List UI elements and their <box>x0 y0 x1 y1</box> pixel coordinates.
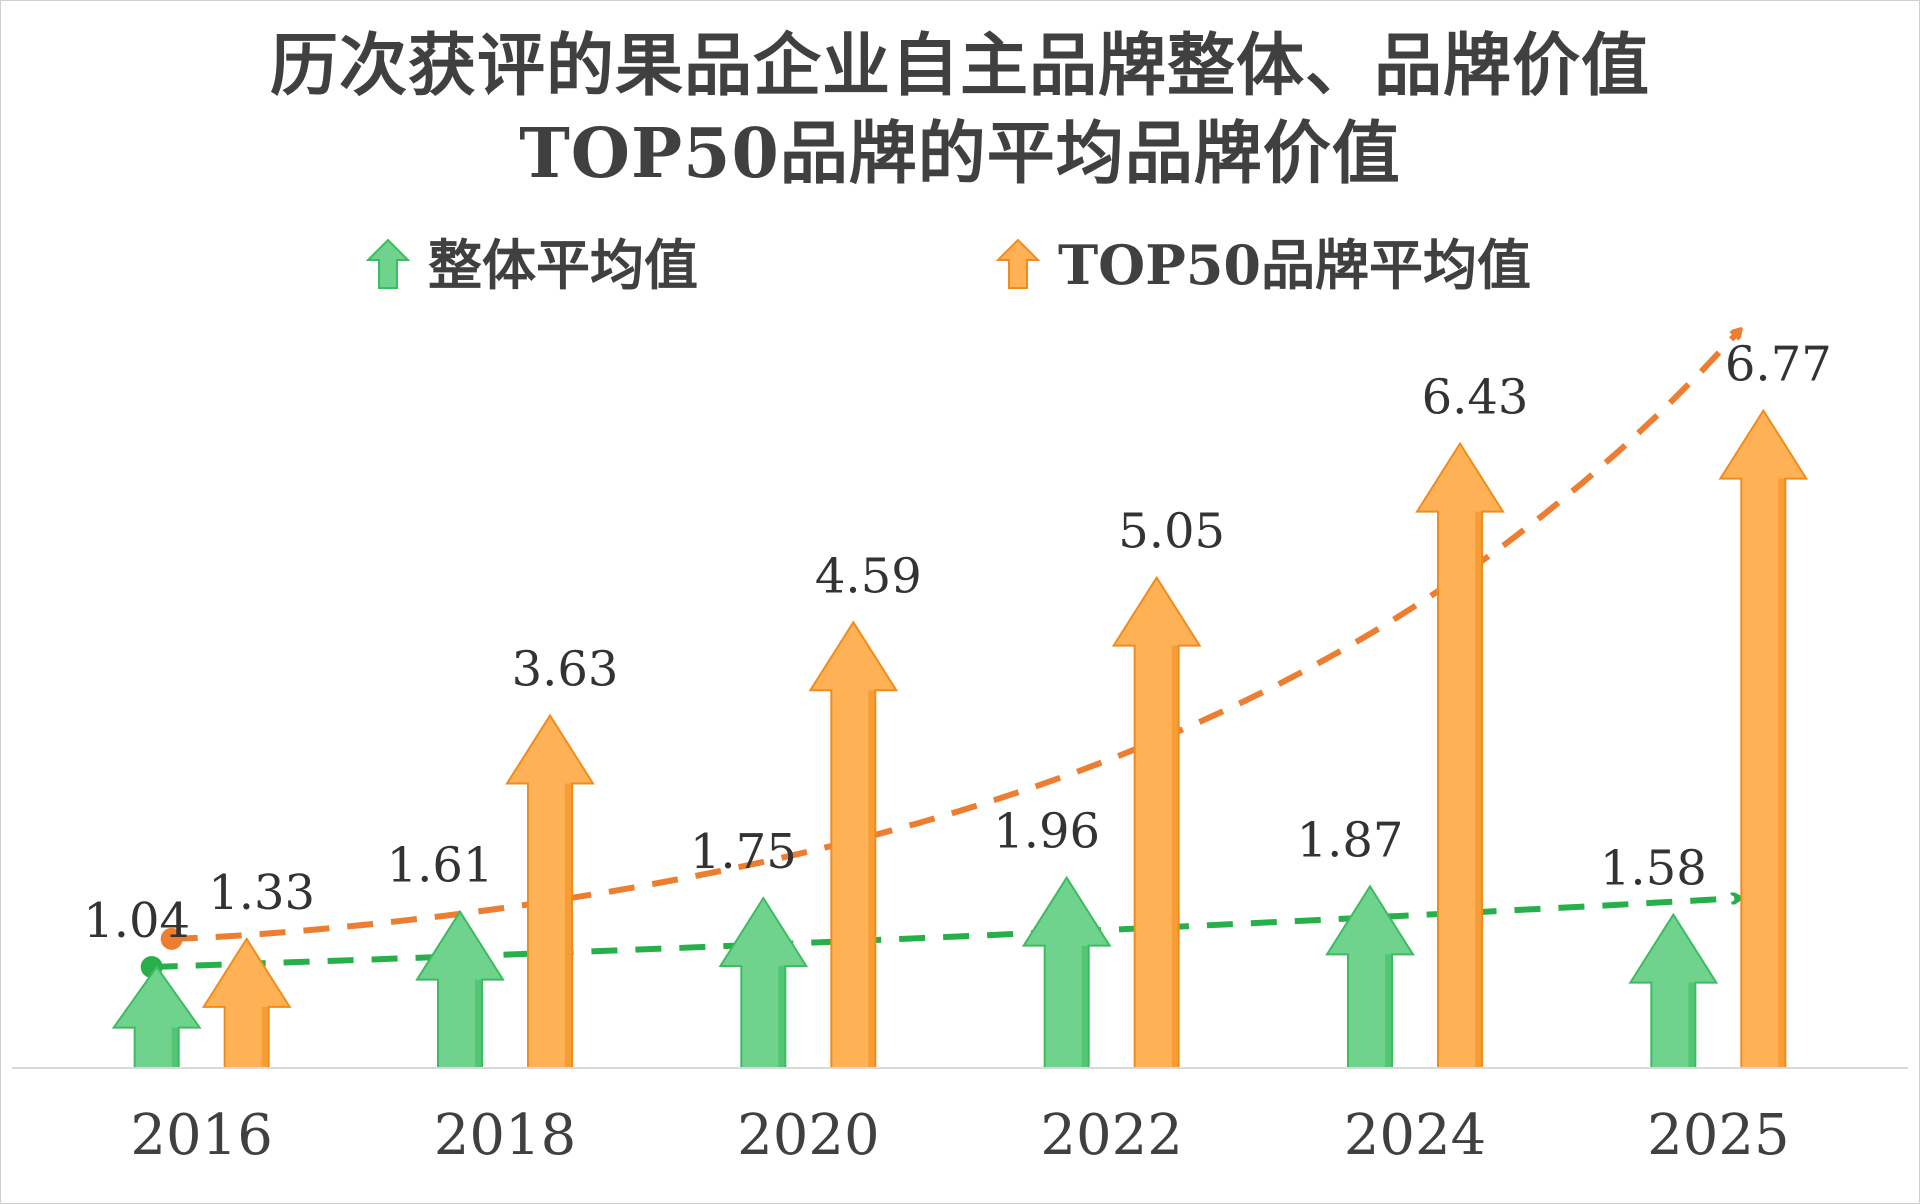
legend-arrow-icon-orange <box>995 238 1041 289</box>
data-labels: 1.04 1.61 1.75 1.96 1.87 1.58 1.33 3.63 4.59 5.05… <box>83 337 1832 949</box>
top50-arrow-2024 <box>1415 441 1505 1069</box>
top50-arrow-shade-2020 <box>868 690 876 1068</box>
x-tick-label-2024: 2024 <box>1344 1103 1487 1168</box>
top50-trend-start-dot <box>160 927 183 950</box>
top50-arrow-shade-2016 <box>261 1006 269 1068</box>
chart-title-line-2: TOP50品牌的平均品牌价值 <box>519 114 1401 194</box>
top50-arrow-2025 <box>1718 408 1809 1069</box>
overall-value-label-2016: 1.04 <box>83 893 190 949</box>
legend: 整体平均值 TOP50品牌平均值 <box>365 233 1531 297</box>
legend-item-overall: 整体平均值 <box>365 233 698 297</box>
legend-arrow-icon-green <box>365 238 411 289</box>
x-tick-label-2018: 2018 <box>434 1103 577 1168</box>
top50-arrow-shade-2022 <box>1171 645 1179 1068</box>
overall-arrow-2018 <box>415 909 505 1069</box>
top50-value-label-2025: 6.77 <box>1725 337 1832 393</box>
overall-value-label-2020: 1.75 <box>690 824 797 880</box>
x-tick-label-2020: 2020 <box>737 1103 880 1168</box>
x-tick-label-2025: 2025 <box>1647 1103 1790 1168</box>
x-tick-label-2016: 2016 <box>130 1103 273 1168</box>
series-top50 <box>201 408 1809 1069</box>
overall-arrow-shade-2020 <box>778 966 786 1068</box>
top50-value-label-2016: 1.33 <box>208 865 315 921</box>
overall-arrow-2025 <box>1628 912 1719 1069</box>
overall-value-label-2025: 1.58 <box>1600 841 1707 897</box>
overall-arrow-shade-2016 <box>171 1027 179 1068</box>
x-tick-label-2022: 2022 <box>1040 1103 1183 1168</box>
plot-area <box>111 408 1809 1069</box>
top50-value-label-2022: 5.05 <box>1118 504 1225 560</box>
overall-trendline <box>151 898 1740 970</box>
legend-item-top50: TOP50品牌平均值 <box>995 233 1531 297</box>
series-overall <box>111 875 1719 1069</box>
overall-arrow-shade-2018 <box>475 979 482 1068</box>
top50-value-label-2018: 3.63 <box>512 642 619 698</box>
chart-title-line-1: 历次获评的果品企业自主品牌整体、品牌价值 <box>269 26 1650 106</box>
overall-arrow-2020 <box>718 896 809 1069</box>
top50-arrow-shade-2024 <box>1475 511 1482 1068</box>
x-axis: 2016 2018 2020 2022 2024 2025 <box>130 1103 1789 1168</box>
overall-arrow-2022 <box>1021 875 1112 1069</box>
overall-arrow-shade-2025 <box>1688 982 1696 1068</box>
top50-value-label-2020: 4.59 <box>815 548 922 604</box>
top50-value-label-2024: 6.43 <box>1422 370 1529 426</box>
top50-arrow-2022 <box>1111 575 1202 1069</box>
overall-value-label-2018: 1.61 <box>387 838 494 894</box>
top50-arrow-shade-2018 <box>565 783 572 1068</box>
top50-arrow-shade-2025 <box>1778 478 1786 1068</box>
trendlines <box>140 330 1740 979</box>
legend-label-overall: 整体平均值 <box>428 233 698 297</box>
legend-label-top50: TOP50品牌平均值 <box>1058 233 1531 297</box>
chart-title: 历次获评的果品企业自主品牌整体、品牌价值 TOP50品牌的平均品牌价值 <box>0 22 1920 198</box>
top50-arrow-2016 <box>201 936 292 1069</box>
overall-arrow-2016 <box>111 965 202 1069</box>
overall-arrow-shade-2022 <box>1081 945 1089 1068</box>
overall-arrow-shade-2024 <box>1385 954 1392 1068</box>
top50-arrow-2018 <box>505 713 595 1069</box>
overall-value-label-2022: 1.96 <box>993 804 1100 860</box>
overall-value-label-2024: 1.87 <box>1297 812 1404 868</box>
top50-arrow-2020 <box>808 620 899 1069</box>
